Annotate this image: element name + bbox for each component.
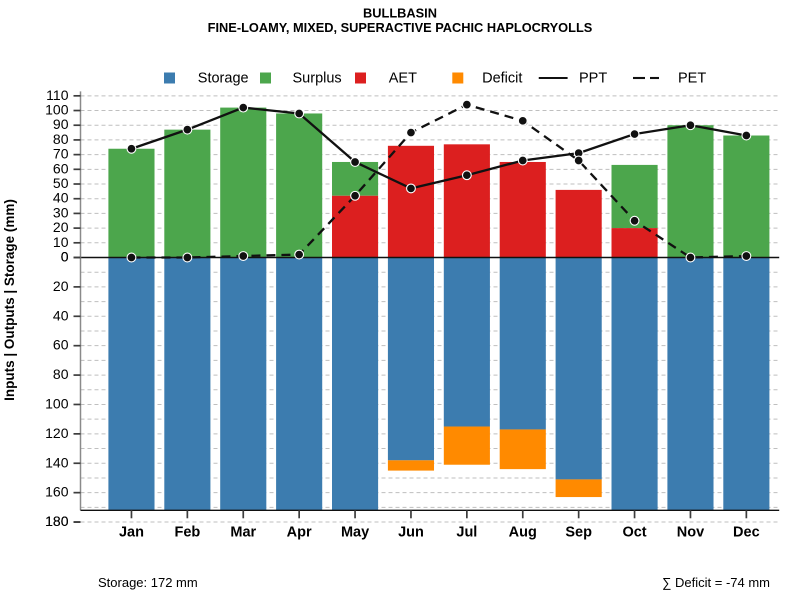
- svg-text:50: 50: [53, 175, 69, 191]
- svg-text:120: 120: [45, 425, 69, 441]
- svg-text:Mar: Mar: [230, 524, 256, 540]
- svg-text:20: 20: [53, 219, 69, 235]
- svg-text:100: 100: [45, 395, 69, 411]
- svg-text:Apr: Apr: [287, 524, 312, 540]
- svg-text:Oct: Oct: [622, 524, 646, 540]
- svg-text:Feb: Feb: [174, 524, 200, 540]
- svg-text:70: 70: [53, 146, 69, 162]
- svg-text:Dec: Dec: [733, 524, 760, 540]
- svg-text:60: 60: [53, 160, 69, 176]
- svg-text:Jan: Jan: [119, 524, 144, 540]
- svg-text:110: 110: [46, 87, 69, 103]
- svg-text:Nov: Nov: [677, 524, 704, 540]
- svg-text:80: 80: [53, 131, 69, 147]
- svg-text:160: 160: [45, 484, 69, 500]
- svg-text:Deficit: Deficit: [482, 70, 522, 86]
- svg-text:100: 100: [45, 102, 69, 118]
- svg-text:BULLBASIN: BULLBASIN: [363, 6, 437, 21]
- svg-text:40: 40: [53, 190, 69, 206]
- svg-text:PET: PET: [678, 70, 706, 86]
- svg-text:60: 60: [53, 337, 69, 353]
- svg-text:10: 10: [53, 234, 69, 250]
- svg-text:AET: AET: [389, 70, 417, 86]
- svg-text:90: 90: [53, 116, 69, 132]
- svg-text:May: May: [341, 524, 369, 540]
- svg-text:Aug: Aug: [509, 524, 537, 540]
- svg-text:Sep: Sep: [565, 524, 592, 540]
- svg-text:FINE-LOAMY, MIXED, SUPERACTIVE: FINE-LOAMY, MIXED, SUPERACTIVE PACHIC HA…: [208, 20, 593, 35]
- svg-text:0: 0: [61, 249, 69, 265]
- svg-text:140: 140: [45, 454, 69, 470]
- svg-text:80: 80: [53, 366, 69, 382]
- svg-text:180: 180: [45, 513, 69, 529]
- svg-text:Storage: 172 mm: Storage: 172 mm: [98, 575, 198, 590]
- svg-text:20: 20: [53, 278, 69, 294]
- svg-text:Jun: Jun: [398, 524, 424, 540]
- svg-text:40: 40: [53, 307, 69, 323]
- svg-text:Storage: Storage: [198, 70, 249, 86]
- svg-text:∑ Deficit = -74 mm: ∑ Deficit = -74 mm: [662, 575, 770, 590]
- svg-text:PPT: PPT: [579, 70, 607, 86]
- svg-text:Inputs | Outputs | Storage: Inputs | Outputs | Storage (mm): [2, 199, 17, 401]
- svg-text:Surplus: Surplus: [293, 70, 342, 86]
- svg-text:30: 30: [53, 204, 69, 220]
- svg-text:Jul: Jul: [456, 524, 477, 540]
